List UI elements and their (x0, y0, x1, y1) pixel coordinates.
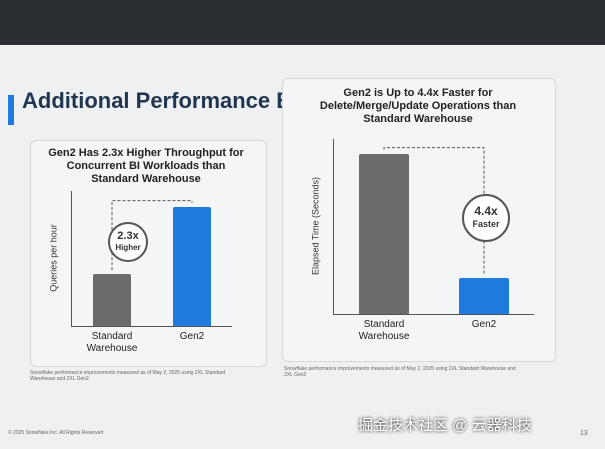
chart-panel: Gen2 Has 2.3x Higher Throughput for Conc… (30, 140, 267, 367)
annotation: 2.3x (117, 230, 139, 243)
accent-bar (8, 95, 14, 125)
annotation-badge: 4.4x Faster (462, 193, 510, 242)
copyright: © 2025 Snowflake Inc. All Rights Reserve… (8, 430, 104, 436)
connector-line (111, 200, 193, 271)
x-tick-label: Standard Warehouse (86, 331, 138, 354)
annotation: Faster (472, 218, 500, 229)
plot-area: Standard Warehouse Gen2 2.3x Higher (71, 191, 232, 354)
footnote: Snowflake performance improvements measu… (284, 366, 516, 378)
footnote: Snowflake performance improvements measu… (30, 370, 226, 382)
annotation-badge: 2.3x Higher (108, 222, 148, 263)
y-axis-label: Queries per hour (48, 223, 58, 292)
page-number: 13 (580, 430, 588, 437)
bar (459, 277, 509, 314)
annotation: Higher (115, 243, 141, 253)
connector (383, 147, 485, 274)
plot-area: Standard Warehouse Gen2 4.4x Faster (333, 139, 534, 342)
y-axis-label: Elapsed Time (Seconds) (310, 176, 320, 275)
x-tick-label: Gen2 (471, 319, 497, 330)
watermark: 掘金技术社区 @ 云器科技 (358, 417, 532, 434)
bar (359, 153, 409, 314)
x-tick-label: Gen2 (179, 331, 205, 342)
connector-line (383, 147, 485, 274)
chart-panel: Gen2 is Up to 4.4x Faster for Delete/Mer… (282, 78, 556, 362)
connector (111, 200, 193, 271)
bar (93, 274, 131, 326)
chart-title: Gen2 is Up to 4.4x Faster for Delete/Mer… (319, 87, 517, 125)
annotation: 4.4x (474, 203, 498, 218)
chart-title: Gen2 Has 2.3x Higher Throughput for Conc… (48, 147, 244, 185)
bar (173, 206, 211, 326)
x-tick-label: Standard Warehouse (358, 319, 410, 342)
